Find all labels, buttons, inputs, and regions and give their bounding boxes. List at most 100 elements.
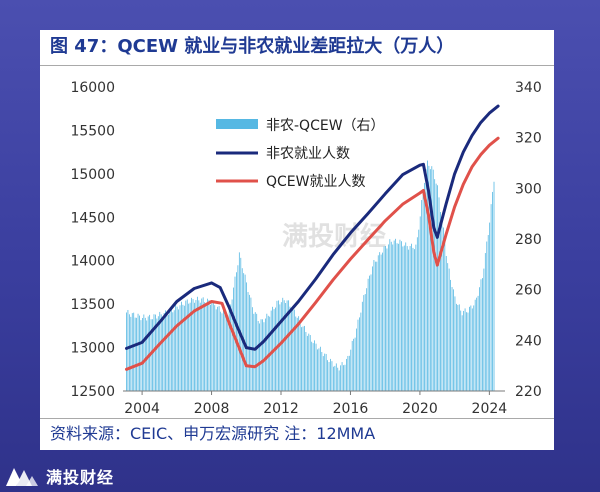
bar bbox=[253, 313, 255, 391]
bar bbox=[146, 320, 148, 391]
qcew-line bbox=[125, 136, 500, 371]
bar bbox=[247, 292, 249, 391]
watermark: 满投财经 bbox=[282, 221, 386, 252]
bar bbox=[319, 346, 321, 391]
bar bbox=[283, 300, 285, 391]
bar bbox=[249, 294, 250, 391]
bar bbox=[447, 263, 449, 391]
x-tick-label: 2008 bbox=[194, 401, 230, 417]
bar bbox=[241, 268, 243, 391]
bar bbox=[467, 312, 469, 391]
bar bbox=[221, 313, 223, 391]
bar bbox=[390, 241, 392, 391]
bar bbox=[230, 304, 232, 391]
bar bbox=[270, 310, 272, 391]
bar bbox=[196, 296, 198, 391]
bar bbox=[376, 261, 378, 391]
bar bbox=[198, 300, 200, 391]
bar bbox=[450, 279, 451, 391]
x-tick-label: 2016 bbox=[333, 401, 369, 417]
bar bbox=[490, 204, 492, 391]
y-right-tick-label: 300 bbox=[515, 181, 542, 197]
bar bbox=[359, 317, 360, 391]
bar bbox=[192, 299, 194, 391]
bar bbox=[335, 363, 337, 391]
bar bbox=[389, 239, 391, 391]
bar bbox=[262, 319, 263, 391]
bar bbox=[415, 244, 417, 391]
y-left-tick-label: 14000 bbox=[70, 254, 115, 270]
bar bbox=[299, 320, 301, 391]
bar bbox=[328, 362, 330, 391]
bar bbox=[289, 306, 291, 391]
bar bbox=[183, 305, 185, 391]
bar bbox=[334, 365, 336, 391]
legend-label: QCEW就业人数 bbox=[266, 174, 365, 190]
bar bbox=[480, 279, 482, 391]
bar bbox=[346, 358, 347, 391]
axes: 2004 2008 2012 2016 2020 2024 12500 13000 13500 1… bbox=[70, 80, 541, 417]
bar bbox=[458, 304, 460, 391]
bar bbox=[312, 343, 314, 391]
bar bbox=[340, 365, 342, 391]
bar bbox=[254, 312, 256, 391]
bar bbox=[360, 312, 362, 391]
bar bbox=[152, 319, 153, 391]
bar bbox=[432, 169, 434, 391]
bar bbox=[367, 278, 369, 391]
bar bbox=[463, 310, 465, 391]
bar bbox=[464, 308, 466, 391]
x-tick-label: 2020 bbox=[402, 401, 438, 417]
bar bbox=[401, 241, 402, 391]
y-right-tick-label: 220 bbox=[515, 384, 542, 400]
bar bbox=[168, 314, 169, 391]
bar bbox=[282, 297, 284, 391]
bar bbox=[194, 302, 195, 391]
bar bbox=[445, 256, 447, 391]
bar bbox=[387, 244, 389, 391]
bar bbox=[305, 331, 307, 391]
bar bbox=[419, 216, 421, 391]
bar bbox=[224, 310, 226, 391]
bar bbox=[434, 179, 436, 391]
bar bbox=[186, 299, 188, 391]
bar bbox=[225, 316, 227, 391]
bar bbox=[471, 308, 473, 391]
bar bbox=[435, 183, 437, 391]
legend: 非农-QCEW（右） 非农就业人数 QCEW就业人数 bbox=[216, 118, 385, 190]
bar bbox=[288, 300, 289, 391]
bar bbox=[166, 314, 168, 391]
bar bbox=[306, 335, 308, 391]
bar bbox=[484, 253, 486, 391]
bar bbox=[369, 275, 370, 391]
bar bbox=[337, 367, 339, 391]
bar bbox=[338, 370, 340, 391]
bar bbox=[448, 268, 450, 391]
bar bbox=[279, 304, 281, 391]
bar bbox=[218, 306, 220, 391]
bar bbox=[331, 361, 333, 391]
bar bbox=[373, 260, 375, 391]
bar bbox=[314, 340, 315, 391]
bar bbox=[395, 238, 397, 391]
source-note: 资料来源：CEIC、申万宏源研究 注：12MMA bbox=[40, 418, 554, 450]
bar bbox=[325, 353, 327, 391]
bar bbox=[414, 249, 415, 391]
bar bbox=[141, 317, 143, 391]
legend-label: 非农-QCEW（右） bbox=[266, 118, 385, 134]
bar bbox=[280, 302, 282, 391]
bar bbox=[159, 311, 161, 391]
bar bbox=[259, 323, 260, 391]
bar bbox=[347, 355, 349, 391]
bar bbox=[363, 295, 365, 391]
bar bbox=[344, 364, 346, 391]
x-tick-label: 2012 bbox=[263, 401, 299, 417]
legend-label: 非农就业人数 bbox=[266, 146, 350, 162]
bar bbox=[453, 289, 454, 391]
y-left-tick-label: 12500 bbox=[70, 384, 115, 400]
bar bbox=[330, 358, 331, 391]
bar bbox=[293, 309, 295, 391]
bar bbox=[188, 303, 190, 391]
y-right-tick-label: 240 bbox=[515, 333, 542, 349]
bar bbox=[217, 306, 219, 391]
